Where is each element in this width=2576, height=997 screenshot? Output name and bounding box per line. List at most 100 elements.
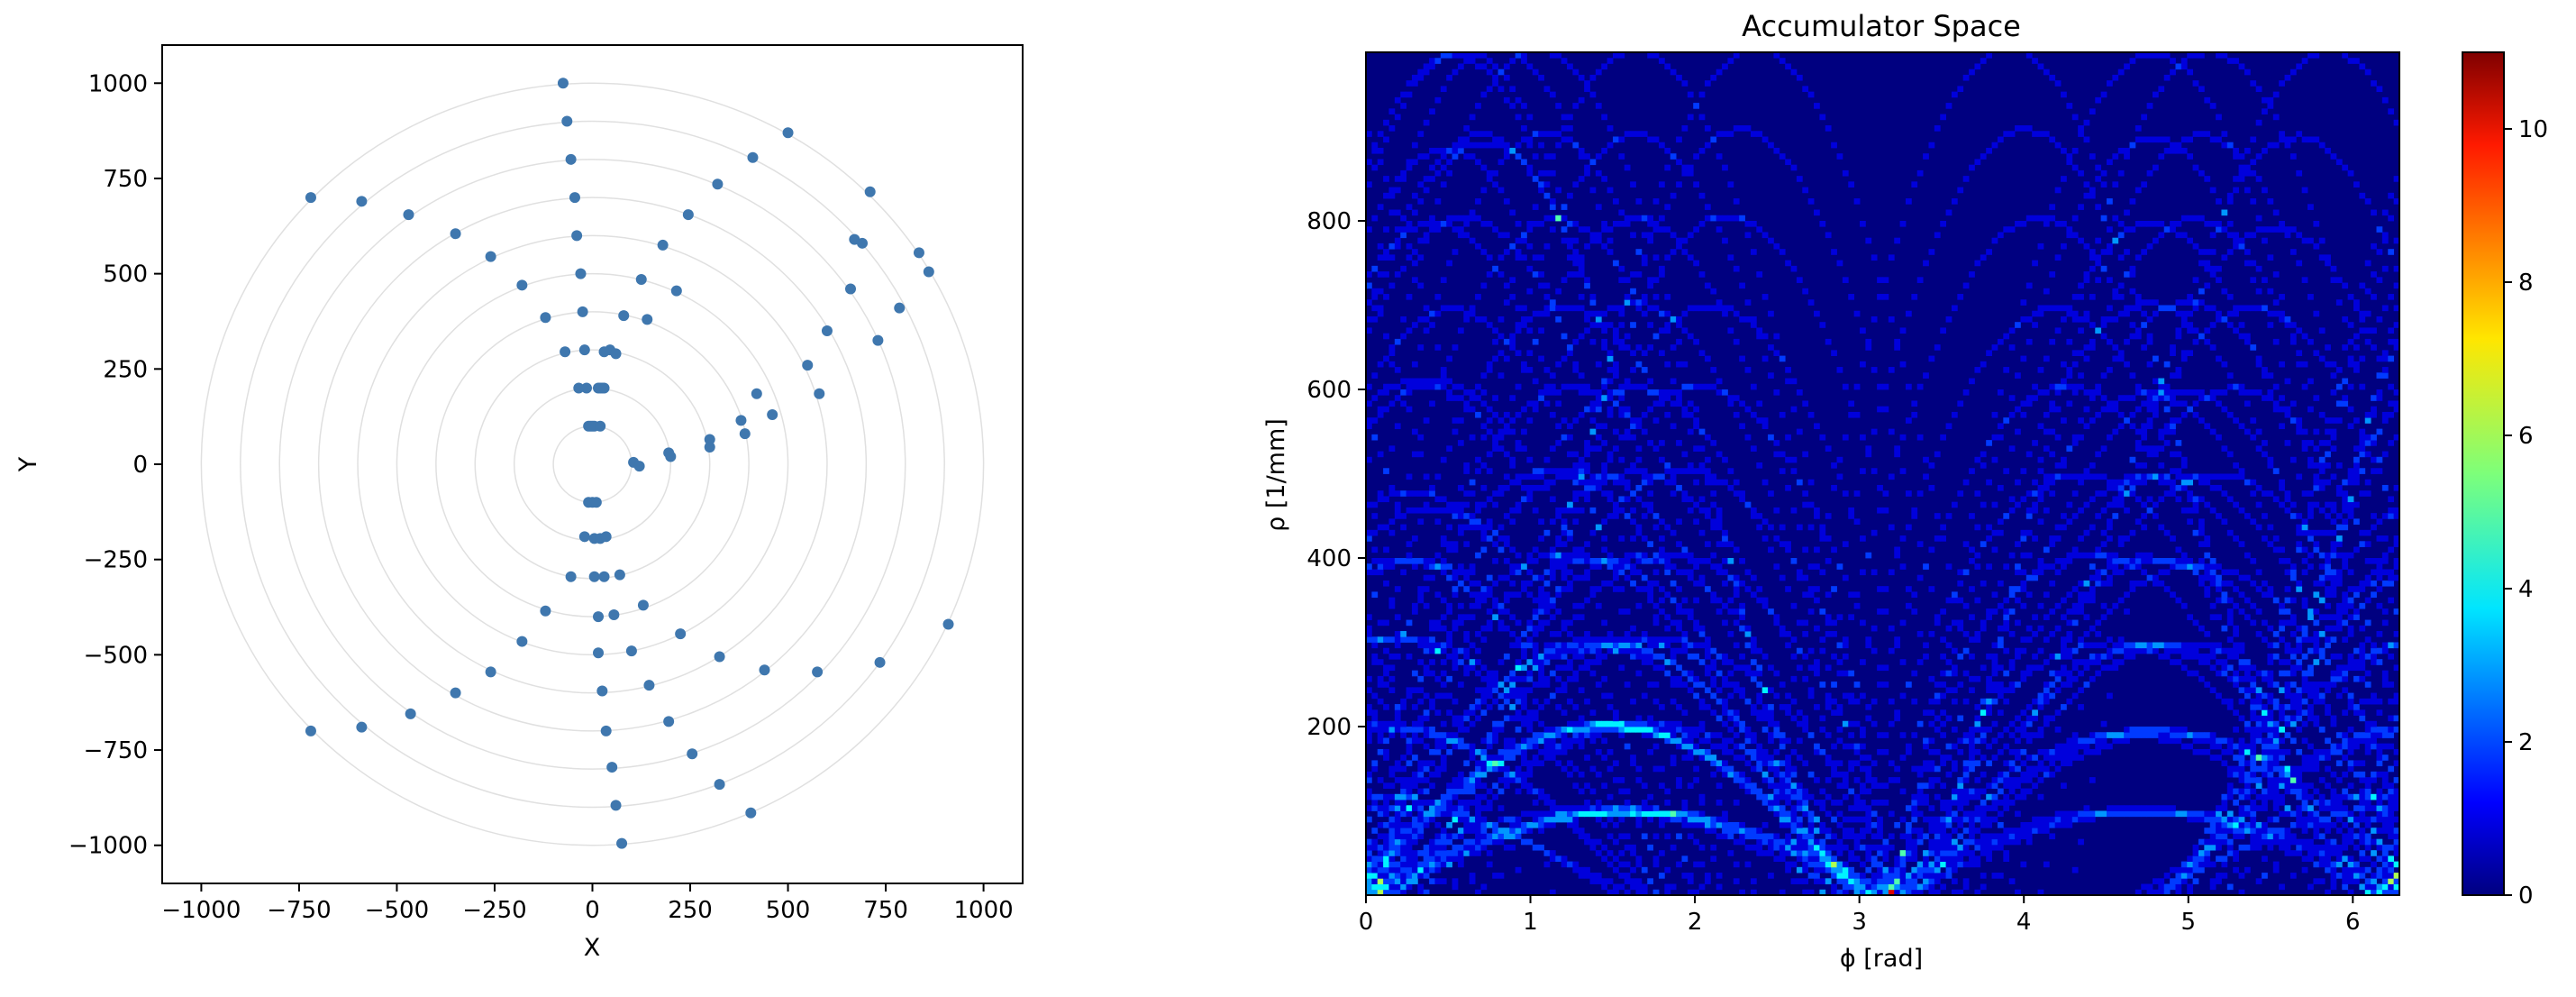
heatmap-cell <box>1773 800 1780 806</box>
heatmap-cell <box>1831 653 1837 660</box>
heatmap-cell <box>1400 777 1407 783</box>
heatmap-cell <box>2313 659 2320 665</box>
heatmap-cell <box>1572 552 1579 559</box>
heatmap-cell <box>1624 636 1631 643</box>
heatmap-cell <box>2325 850 2331 856</box>
scatter-y-axis-label: Y <box>14 456 42 472</box>
heatmap-cell <box>2209 816 2216 823</box>
heatmap-cell <box>2221 855 2228 862</box>
heatmap-cell <box>1945 670 1952 677</box>
heatmap-cell <box>1486 591 1493 599</box>
heatmap-cell <box>1974 788 1981 795</box>
heatmap-cell <box>1756 788 1763 795</box>
heatmap-cell <box>2272 727 2280 733</box>
heatmap-cell <box>1526 496 1534 503</box>
heatmap-cell <box>1802 619 1809 627</box>
heatmap-cell <box>2342 878 2349 884</box>
heatmap-cell <box>1756 664 1763 672</box>
heatmap-cell <box>1578 715 1585 722</box>
heatmap-cell <box>2381 850 2389 856</box>
scatter-point <box>610 800 622 811</box>
heatmap-cell <box>1853 873 1861 879</box>
heatmap-cell <box>1452 653 1459 660</box>
heatmap-cell <box>2071 664 2079 672</box>
heatmap-cell <box>2170 866 2176 874</box>
heatmap-cell <box>1693 479 1699 486</box>
heatmap-cell <box>1561 529 1568 536</box>
heatmap-cell <box>2250 771 2257 778</box>
heatmap-cell <box>1991 833 1998 840</box>
heatmap-cell <box>1790 765 1798 773</box>
heatmap-cell <box>1635 496 1643 503</box>
heatmap-cell <box>2376 698 2383 705</box>
heatmap-cell <box>2330 653 2337 660</box>
heatmap-cell <box>2353 866 2360 874</box>
heatmap-cell <box>2180 878 2188 884</box>
heatmap-cell <box>2335 608 2343 615</box>
heatmap-cell <box>1492 782 1498 789</box>
heatmap-cell <box>1486 518 1493 525</box>
scatter-point <box>516 636 528 647</box>
heatmap-cell <box>2289 765 2297 773</box>
heatmap-cell <box>2163 805 2171 811</box>
heatmap-cell <box>1986 675 1992 682</box>
heatmap-cell <box>2325 602 2331 609</box>
heatmap-cell <box>1744 748 1752 755</box>
heatmap-cell <box>1934 838 1941 846</box>
heatmap-cell <box>1934 833 1941 840</box>
heatmap-cell <box>1526 558 1534 564</box>
heatmap-cell <box>1561 709 1568 716</box>
heatmap-cell <box>1595 586 1602 592</box>
heatmap-cell <box>1773 805 1780 811</box>
heatmap-cell <box>2393 861 2400 868</box>
heatmap-cell <box>2020 777 2027 783</box>
heatmap-cell <box>2233 866 2239 874</box>
heatmap-cell <box>2342 821 2349 828</box>
heatmap-cell <box>2095 642 2102 649</box>
heatmap-cell <box>1940 883 1946 891</box>
heatmap-cell <box>1400 800 1407 806</box>
heatmap-cell <box>1486 608 1493 615</box>
heatmap-cell <box>1406 619 1413 627</box>
heatmap-cell <box>2262 800 2268 806</box>
heatmap-cell <box>2095 670 2102 677</box>
heatmap-cell <box>2284 681 2291 688</box>
heatmap-cell <box>2359 541 2366 547</box>
heatmap-cell <box>2381 552 2389 559</box>
heatmap-cell <box>2318 793 2326 800</box>
heatmap-cell <box>1549 479 1556 486</box>
heatmap-cell <box>2025 788 2033 795</box>
heatmap-cell <box>1923 765 1929 773</box>
heatmap-cell <box>2129 653 2136 660</box>
heatmap-cell <box>2066 737 2073 745</box>
heatmap-cell <box>1578 833 1585 840</box>
heatmap-cell <box>2376 810 2383 818</box>
heatmap-cell <box>1492 698 1498 705</box>
heatmap-cell <box>1624 574 1631 581</box>
heatmap-cell <box>2307 709 2314 716</box>
heatmap-cell <box>1882 748 1889 755</box>
heatmap-cell <box>1595 681 1602 688</box>
heatmap-cell <box>1670 844 1677 851</box>
heatmap-cell <box>1905 873 1912 879</box>
heatmap-cell <box>2043 546 2050 553</box>
heatmap-cell <box>2393 507 2400 514</box>
heatmap-cell <box>2066 591 2073 599</box>
heatmap-cell <box>1916 866 1924 874</box>
heatmap-cell <box>1853 883 1861 891</box>
heatmap-cell <box>1934 777 1941 783</box>
heatmap-cell <box>1549 602 1556 609</box>
heatmap-cell <box>2129 529 2136 536</box>
heatmap-cell <box>1980 619 1987 627</box>
heatmap-cell <box>2318 484 2326 491</box>
heatmap-cell <box>1624 800 1631 806</box>
heatmap-cell <box>2342 883 2349 891</box>
heatmap-cell <box>2187 861 2193 868</box>
heatmap-cell <box>1790 805 1798 811</box>
heatmap-cell <box>2238 715 2245 722</box>
heatmap-cell <box>1635 647 1643 654</box>
heatmap-cell <box>2221 647 2228 654</box>
heatmap-cell <box>1486 574 1493 581</box>
heatmap-cell <box>1945 805 1952 811</box>
heatmap-cell <box>1503 782 1510 789</box>
